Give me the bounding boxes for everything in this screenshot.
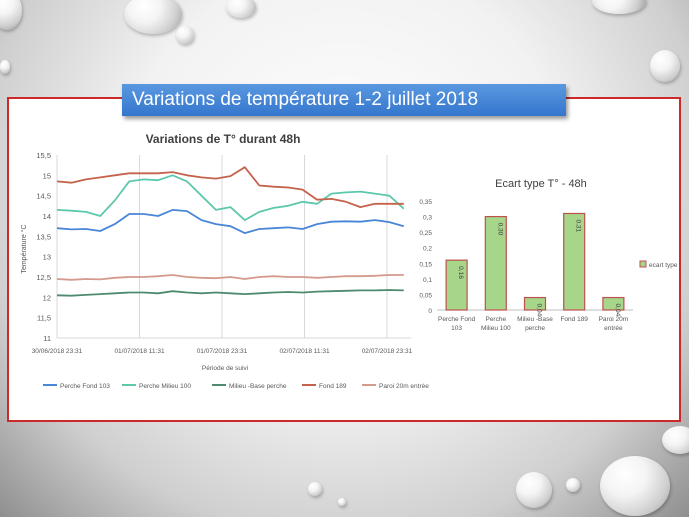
bar-category-label: Paroi 20m bbox=[599, 316, 629, 323]
line-x-tick-label: 02/07/2018 23:31 bbox=[362, 348, 413, 355]
bar-category-label: 103 bbox=[451, 325, 462, 332]
bar-data-label: 0,31 bbox=[575, 219, 582, 232]
slide-title: Variations de température 1-2 juillet 20… bbox=[122, 84, 566, 116]
bar-category-label: Perche bbox=[485, 316, 506, 323]
water-drop-decoration bbox=[650, 50, 680, 82]
line-y-tick-label: 15,5 bbox=[36, 151, 51, 160]
bar bbox=[563, 212, 586, 311]
line-x-tick-label: 02/07/2018 11:31 bbox=[279, 348, 330, 355]
line-series-2 bbox=[56, 174, 405, 221]
bar bbox=[602, 296, 625, 311]
line-y-tick-label: 14,5 bbox=[36, 192, 51, 201]
bar-data-label: 0,30 bbox=[496, 223, 503, 236]
line-series-1 bbox=[56, 209, 405, 235]
bar-data-label: 0,04 bbox=[614, 304, 621, 317]
water-drop-decoration bbox=[566, 478, 580, 492]
bar-y-tick-label: 0,3 bbox=[423, 215, 432, 222]
line-y-tick-label: 11,5 bbox=[37, 314, 51, 323]
line-y-tick-label: 11 bbox=[43, 334, 51, 343]
line-legend-label: Perche Milieu 100 bbox=[139, 383, 191, 390]
bar-category-label: entrée bbox=[604, 325, 623, 332]
bar-chart-title: Ecart type T° - 48h bbox=[495, 178, 587, 190]
bar-y-tick-label: 0,1 bbox=[423, 277, 432, 284]
content-frame: Variations de T° durant 48h 15,5 15 14,5 14… bbox=[7, 97, 681, 422]
bar bbox=[484, 215, 507, 311]
line-legend-label: Fond 189 bbox=[319, 383, 347, 390]
bar-y-tick-label: 0 bbox=[428, 308, 432, 315]
bar-category-label: Perche Fond bbox=[438, 316, 476, 323]
line-series-4 bbox=[56, 166, 404, 208]
line-chart: Variations de T° durant 48h 15,5 15 14,5 14… bbox=[20, 132, 429, 390]
line-x-tick-label: 01/07/2018 23:31 bbox=[197, 348, 248, 355]
line-y-tick-label: 14 bbox=[43, 212, 51, 221]
line-legend-label: Milieu -Base perche bbox=[229, 383, 287, 390]
line-y-tick-label: 13 bbox=[43, 253, 51, 262]
line-y-tick-label: 13,5 bbox=[36, 232, 51, 241]
bar-y-tick-label: 0,25 bbox=[419, 230, 432, 237]
line-series-5 bbox=[56, 274, 404, 281]
bar-chart: Ecart type T° - 48h 0,35 0,3 0,25 0,2 0,15 0,… bbox=[419, 178, 678, 332]
water-drop-decoration bbox=[662, 426, 689, 454]
bar-category-label: Milieu -Base bbox=[517, 316, 553, 323]
line-y-tick-label: 12 bbox=[43, 293, 51, 302]
bar-y-tick-label: 0,15 bbox=[419, 261, 432, 268]
water-drop-decoration bbox=[308, 482, 322, 496]
line-chart-title: Variations de T° durant 48h bbox=[146, 132, 301, 146]
water-drop-decoration bbox=[592, 0, 646, 14]
water-drop-decoration bbox=[0, 0, 22, 30]
water-drop-decoration bbox=[124, 0, 182, 34]
bar-category-label: Milieu 100 bbox=[481, 325, 511, 332]
water-drop-decoration bbox=[338, 498, 346, 506]
line-series-3 bbox=[56, 289, 404, 297]
line-legend-label: Paroi 20m entrée bbox=[379, 383, 429, 390]
bar-y-tick-label: 0,05 bbox=[419, 292, 432, 299]
bar bbox=[445, 259, 468, 311]
bar-y-tick-label: 0,2 bbox=[423, 246, 432, 253]
bar-category-label: Fond 189 bbox=[560, 316, 588, 323]
line-x-tick-label: 30/06/2018 23:31 bbox=[32, 348, 83, 355]
bar bbox=[523, 296, 547, 311]
bar-data-label: 0,16 bbox=[457, 266, 464, 279]
bar-data-label: 0,04 bbox=[536, 304, 543, 317]
line-y-tick-label: 15 bbox=[43, 171, 51, 180]
bar-y-tick-label: 0,35 bbox=[419, 199, 432, 206]
water-drop-decoration bbox=[0, 60, 10, 74]
line-x-tick-label: 01/07/2018 11:31 bbox=[114, 348, 165, 355]
water-drop-decoration bbox=[226, 0, 256, 18]
line-chart-ylabel: Température °C bbox=[20, 224, 28, 273]
water-drop-decoration bbox=[600, 456, 670, 516]
water-drop-decoration bbox=[176, 26, 194, 44]
bar-category-label: perche bbox=[525, 325, 545, 332]
line-legend-label: Perche Fond 103 bbox=[60, 383, 110, 390]
line-y-tick-label: 12,5 bbox=[36, 273, 51, 282]
bar-legend-label: ecart type bbox=[649, 262, 678, 269]
line-chart-xlabel: Période de suivi bbox=[202, 365, 248, 372]
water-drop-decoration bbox=[516, 472, 552, 508]
bar-legend-swatch bbox=[639, 260, 647, 268]
